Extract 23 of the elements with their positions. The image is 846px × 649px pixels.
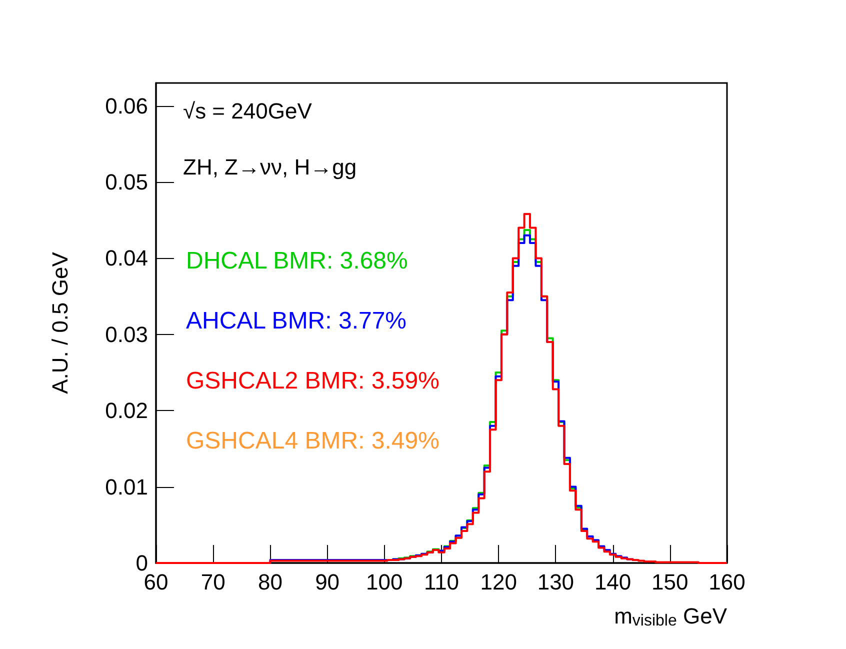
x-tick-label: 100: [366, 570, 403, 594]
y-tick-label: 0.01: [105, 474, 148, 500]
x-tick-label: 90: [315, 570, 340, 594]
y-tick-label: 0.02: [105, 398, 148, 424]
x-tick-label: 130: [537, 570, 574, 594]
annotation: ZH, Z→νν, H→gg: [183, 154, 357, 180]
x-tick-label: 140: [594, 570, 632, 594]
y-tick-label: 0.03: [105, 322, 148, 347]
x-tick-label: 80: [258, 570, 282, 594]
annotation: √s = 240GeV: [183, 98, 312, 124]
text: DHCAL BMR: 3.68%: [186, 248, 408, 274]
y-tick-label: 0.04: [105, 246, 148, 271]
text: AHCAL BMR: 3.77%: [186, 308, 407, 334]
y-tick-label: 0.06: [105, 93, 148, 118]
y-tick-label: 0.05: [105, 170, 148, 195]
x-tick-label: 120: [480, 570, 517, 594]
x-tick-label: 70: [200, 570, 226, 594]
text: GSHCAL2 BMR: 3.59%: [186, 368, 440, 394]
x-tick-label: 110: [424, 570, 460, 594]
x-tick-label: 150: [652, 570, 688, 594]
x-tick-label: 160: [708, 570, 746, 594]
y-axis-title: A.U. / 0.5 GeV: [48, 252, 72, 394]
legend-label: GSHCAL4 BMR: 3.49%: [186, 428, 440, 454]
